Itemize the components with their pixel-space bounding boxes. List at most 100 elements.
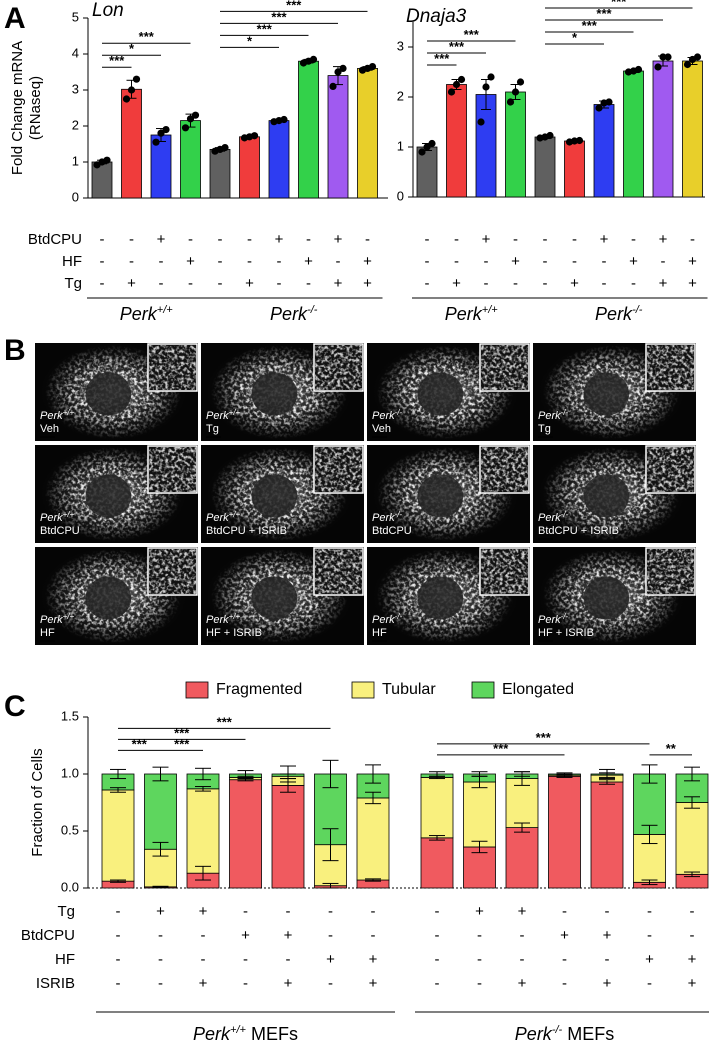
condition-sign: + <box>688 253 697 270</box>
condition-sign: - <box>690 927 695 944</box>
nucleus <box>417 474 464 518</box>
data-point <box>477 118 485 126</box>
legend-label: Elongated <box>502 681 574 698</box>
condition-sign: + <box>199 975 208 992</box>
condition-sign: + <box>570 275 579 292</box>
condition-sign: - <box>484 275 489 292</box>
nucleus <box>251 474 298 518</box>
bar-segment <box>463 781 496 848</box>
condition-sign: + <box>452 275 461 292</box>
micrograph: Perk-/-BtdCPU + ISRIB <box>533 445 696 543</box>
condition-sign: + <box>199 903 208 920</box>
condition-sign: + <box>304 253 313 270</box>
bar-segment <box>633 773 666 835</box>
micrograph: Perk+/+Tg <box>201 343 364 441</box>
genotype-name: Perk <box>372 512 395 524</box>
genotype-sup: -/- <box>561 612 569 621</box>
bar-segment <box>271 785 305 889</box>
data-point <box>575 136 584 145</box>
condition-sign: + <box>511 253 520 270</box>
y-tick-label: 0 <box>397 188 404 203</box>
micrograph: Perk+/+HF <box>35 547 198 645</box>
inset-mitochondria <box>481 549 528 594</box>
nucleus <box>251 576 298 620</box>
bar <box>239 136 260 199</box>
error-bar <box>514 771 530 777</box>
condition-sign: - <box>562 951 567 968</box>
micrograph: Perk-/-Veh <box>367 343 530 441</box>
treatment-label: HF <box>40 627 55 639</box>
condition-sign: - <box>286 951 291 968</box>
genotype-label: Perk-/- MEFs <box>515 1024 614 1044</box>
condition-sign: + <box>369 951 378 968</box>
data-point <box>418 148 426 156</box>
condition-sign: - <box>100 231 105 248</box>
condition-sign: - <box>365 231 370 248</box>
data-point <box>132 75 141 83</box>
genotype-label: Perk-/- <box>538 510 569 524</box>
error-bar <box>322 759 339 789</box>
bar-segment <box>505 827 539 889</box>
condition-sign: + <box>284 975 293 992</box>
condition-sign: - <box>513 231 518 248</box>
inset-mitochondria <box>149 447 196 492</box>
inset-mitochondria <box>149 549 196 594</box>
inset-mitochondria <box>315 345 362 390</box>
bar <box>268 120 290 199</box>
genotype-name: Perk <box>372 410 395 422</box>
y-tick-label: 0.0 <box>61 879 79 894</box>
condition-sign: + <box>275 231 284 248</box>
data-point <box>329 82 337 90</box>
inset-mitochondria <box>481 345 528 390</box>
condition-label: ISRIB <box>36 975 75 992</box>
condition-sign: - <box>425 253 430 270</box>
condition-sign: - <box>690 903 695 920</box>
genotype-label: Perk-/- <box>270 304 318 324</box>
condition-sign: - <box>661 253 666 270</box>
error-bar <box>599 768 615 780</box>
condition-sign: - <box>543 275 548 292</box>
error-bar <box>365 878 381 882</box>
treatment-label: HF <box>372 627 387 639</box>
y-tick-label: 1 <box>72 153 79 168</box>
genotype-name: Perk <box>206 410 229 422</box>
inset-mitochondria <box>481 447 528 492</box>
treatment-label: Veh <box>372 423 391 435</box>
genotype-label: Perk-/- <box>372 510 403 524</box>
bar <box>652 60 674 198</box>
significance-label: *** <box>286 0 302 12</box>
condition-sign: - <box>286 903 291 920</box>
condition-sign: - <box>201 927 206 944</box>
condition-sign: - <box>435 951 440 968</box>
condition-sign: + <box>284 927 293 944</box>
genotype-sup: -/- <box>395 510 403 519</box>
genotype-sup: -/- <box>307 304 318 316</box>
micrograph: Perk-/-Tg <box>533 343 696 441</box>
significance-label: *** <box>174 736 190 751</box>
condition-sign: - <box>631 275 636 292</box>
condition-sign: + <box>603 975 612 992</box>
significance-label: *** <box>582 18 598 33</box>
data-point <box>423 143 431 151</box>
genotype-sup: +/+ <box>230 1024 246 1036</box>
significance-label: *** <box>174 725 190 740</box>
condition-sign: + <box>629 253 638 270</box>
nucleus <box>583 474 630 518</box>
y-axis-label: Fraction of Cells <box>29 748 46 856</box>
micrograph: Perk-/-HF + ISRIB <box>533 547 696 645</box>
genotype-sup: +/+ <box>482 304 498 316</box>
data-point <box>511 88 520 96</box>
inset-mitochondria <box>149 345 196 390</box>
condition-sign: - <box>277 275 282 292</box>
condition-sign: + <box>518 975 527 992</box>
data-point <box>654 63 662 71</box>
genotype-sup: -/- <box>395 612 403 621</box>
data-point <box>482 83 490 91</box>
condition-label: HF <box>62 253 82 270</box>
data-point <box>693 53 702 61</box>
panel-label: A <box>4 2 26 35</box>
micrograph: Perk+/+BtdCPU + ISRIB <box>201 445 364 543</box>
significance-label: *** <box>257 21 273 36</box>
condition-sign: - <box>572 231 577 248</box>
